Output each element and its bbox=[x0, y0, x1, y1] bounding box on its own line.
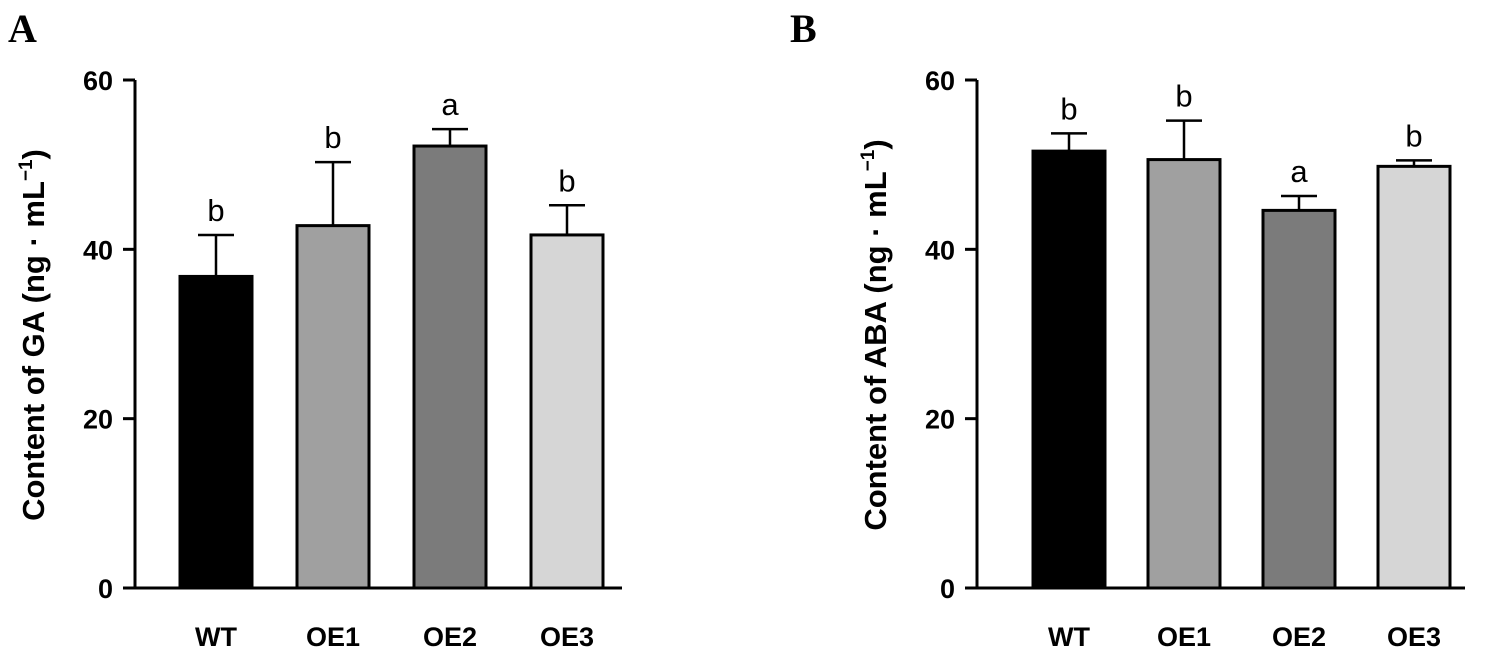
panel-b-chart: B Content of ABA (ng · mL−1) b WT b OE1 a OE2… bbox=[790, 6, 1465, 652]
panel-a-x-tick-label-oe1: OE1 bbox=[306, 622, 360, 652]
panel-a-x-tick-label-oe2: OE2 bbox=[423, 622, 477, 652]
panel-b-y-tick-label-20: 20 bbox=[925, 405, 955, 435]
panel-a-letter: A bbox=[8, 6, 37, 51]
panel-a-bar-wt bbox=[178, 274, 254, 590]
panel-a-y-axis-title-name: Content of GA bbox=[16, 311, 51, 521]
panel-a-y-tick-label-20: 20 bbox=[83, 405, 113, 435]
panel-a-bar-oe3 bbox=[529, 233, 605, 590]
panel-b-x-tick-label-oe1: OE1 bbox=[1157, 622, 1211, 652]
panel-a-chart: A Content of GA (ng · mL−1) bWTbOE1aOE2b… bbox=[8, 6, 622, 652]
panel-b-y-axis-title-close: ) bbox=[858, 139, 893, 149]
panel-a-y-tick-label-0: 0 bbox=[98, 574, 113, 604]
panel-a-bar-oe2 bbox=[412, 144, 488, 590]
panel-b-x-tick-label-oe2: OE2 bbox=[1272, 622, 1326, 652]
panel-b-bar-oe2 bbox=[1261, 208, 1337, 590]
panel-a-plot-area: b WT b OE1 a OE2 b OE3 0 20 40 60 bbox=[83, 66, 622, 652]
panel-b-y-axis-title-unit: (ng · mL bbox=[858, 171, 893, 293]
panel-b-bar-wt bbox=[1031, 149, 1107, 590]
panel-b-x-tick-label-wt: WT bbox=[1048, 622, 1090, 652]
panel-a-bar-oe1 bbox=[295, 224, 371, 590]
panel-a-y-axis-title: Content of GA (ng · mL−1) bbox=[16, 149, 51, 521]
panel-b-y-axis-title: Content of ABA (ng · mL−1) bbox=[858, 139, 893, 530]
panel-a-significance-wt: b bbox=[207, 193, 224, 228]
panel-b-y-tick-label-0: 0 bbox=[940, 574, 955, 604]
panel-b-significance-oe2: a bbox=[1290, 154, 1308, 189]
panel-a-significance-oe1: b bbox=[324, 120, 341, 155]
panel-b-y-axis-title-name: Content of ABA bbox=[858, 301, 893, 530]
panel-b-significance-oe3: b bbox=[1405, 118, 1422, 153]
panel-b-significance-wt: b bbox=[1060, 91, 1077, 126]
panel-b-y-tick-label-40: 40 bbox=[925, 235, 955, 265]
panel-b-x-tick-label-oe3: OE3 bbox=[1387, 622, 1441, 652]
panel-a-y-tick-label-40: 40 bbox=[83, 235, 113, 265]
panel-b-bar-oe1 bbox=[1146, 158, 1222, 590]
panel-a-y-axis-title-close: ) bbox=[16, 149, 51, 159]
panel-a-x-tick-label-wt: WT bbox=[195, 622, 237, 652]
panel-b-letter: B bbox=[790, 6, 817, 51]
panel-a-y-axis-title-exponent: −1 bbox=[16, 159, 37, 181]
panel-a-y-axis-title-unit: (ng · mL bbox=[16, 181, 51, 303]
panel-a-y-tick-label-60: 60 bbox=[83, 66, 113, 96]
panel-b-bar-oe3 bbox=[1376, 164, 1452, 590]
panel-b-y-axis-title-exponent: −1 bbox=[858, 149, 879, 171]
panel-b-y-tick-label-60: 60 bbox=[925, 66, 955, 96]
panel-b-significance-oe1: b bbox=[1175, 79, 1192, 114]
panel-a-significance-oe2: a bbox=[441, 87, 459, 122]
panel-a-significance-oe3: b bbox=[558, 163, 575, 198]
panel-b-plot-area: b WT b OE1 a OE2 b OE3 0 20 40 60 bbox=[925, 66, 1465, 652]
panel-a-x-tick-label-oe3: OE3 bbox=[540, 622, 594, 652]
